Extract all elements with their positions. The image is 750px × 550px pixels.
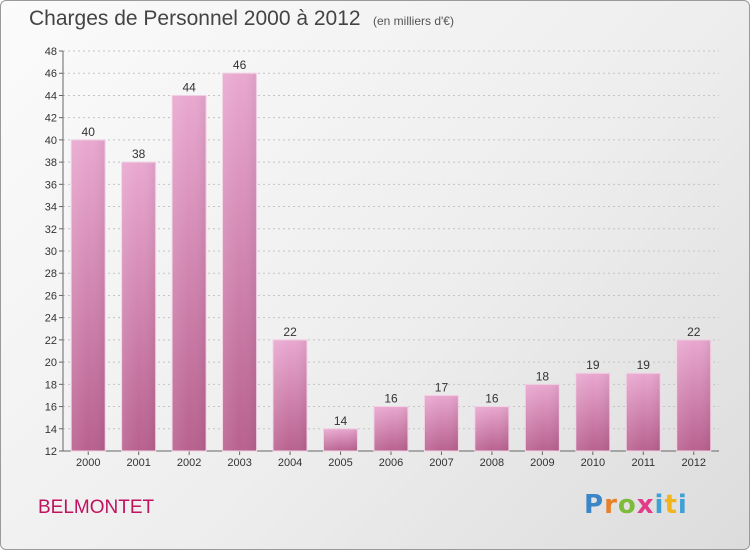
y-tick-label: 48 xyxy=(45,46,57,58)
data-label: 17 xyxy=(435,380,449,394)
data-label: 44 xyxy=(182,80,196,94)
x-tick-label: 2006 xyxy=(379,457,403,469)
x-tick-label: 2012 xyxy=(682,457,706,469)
y-tick-label: 44 xyxy=(45,90,57,102)
chart-subtitle: (en milliers d'€) xyxy=(373,14,454,28)
x-tick-label: 2007 xyxy=(429,457,453,469)
y-tick-label: 46 xyxy=(45,68,57,80)
y-tick-label: 38 xyxy=(45,157,57,169)
x-tick-label: 2001 xyxy=(126,457,150,469)
x-tick-label: 2003 xyxy=(227,457,251,469)
y-tick-label: 40 xyxy=(45,135,57,147)
data-label: 14 xyxy=(334,414,348,428)
x-tick-label: 2009 xyxy=(530,457,554,469)
bar-highlight xyxy=(375,407,407,451)
data-label: 19 xyxy=(586,358,600,372)
data-label: 40 xyxy=(82,125,96,139)
data-label: 16 xyxy=(384,392,398,406)
y-tick-label: 36 xyxy=(45,179,57,191)
y-tick-label: 34 xyxy=(45,202,57,214)
data-label: 22 xyxy=(687,325,701,339)
proxiti-logo: Proxiti xyxy=(584,490,688,520)
data-label: 18 xyxy=(536,369,550,383)
bar-highlight xyxy=(425,396,458,451)
y-tick-label: 14 xyxy=(45,424,57,436)
axis-layer: 12 14 16 18 20 22 24 26 28 30 32 34 36 38 40 42 44 46 48 20… xyxy=(45,46,719,469)
x-tick-label: 2010 xyxy=(581,457,605,469)
data-label: 46 xyxy=(233,58,247,72)
bar-highlight xyxy=(274,340,307,451)
bar-highlight xyxy=(526,385,559,451)
bar-highlight xyxy=(627,374,660,451)
x-tick-label: 2008 xyxy=(480,457,504,469)
y-tick-label: 22 xyxy=(45,335,57,347)
x-tick-label: 2004 xyxy=(278,457,302,469)
bar-highlight xyxy=(475,407,508,451)
bar-highlight xyxy=(576,374,609,451)
x-tick-label: 2011 xyxy=(631,457,655,469)
bar-highlight xyxy=(72,140,105,451)
bar-highlight xyxy=(122,163,155,451)
data-label: 38 xyxy=(132,147,146,161)
bar-highlight xyxy=(324,429,357,451)
y-tick-label: 12 xyxy=(45,446,57,458)
y-tick-label: 18 xyxy=(45,379,57,391)
commune-name: BELMONTET xyxy=(38,497,155,518)
y-tick-label: 30 xyxy=(45,246,57,258)
data-label: 19 xyxy=(637,358,651,372)
x-tick-label: 2005 xyxy=(328,457,352,469)
y-tick-label: 16 xyxy=(45,402,57,414)
bar-highlight xyxy=(173,96,206,451)
data-label: 16 xyxy=(485,392,499,406)
y-tick-label: 20 xyxy=(45,357,57,369)
x-tick-label: 2000 xyxy=(76,457,100,469)
x-tick-label: 2002 xyxy=(177,457,201,469)
data-label: 22 xyxy=(283,325,297,339)
chart-title: Charges de Personnel 2000 à 2012 xyxy=(29,7,361,30)
y-tick-label: 26 xyxy=(45,290,57,302)
y-tick-label: 32 xyxy=(45,224,57,236)
bar-highlight xyxy=(223,74,256,451)
bar-layer: 40 38 44 46 22 14 16 17 16 18 19 19 22 xyxy=(70,58,712,452)
y-tick-label: 24 xyxy=(45,313,57,325)
y-tick-label: 42 xyxy=(45,113,57,125)
y-tick-label: 28 xyxy=(45,268,57,280)
bar-highlight xyxy=(677,340,710,451)
